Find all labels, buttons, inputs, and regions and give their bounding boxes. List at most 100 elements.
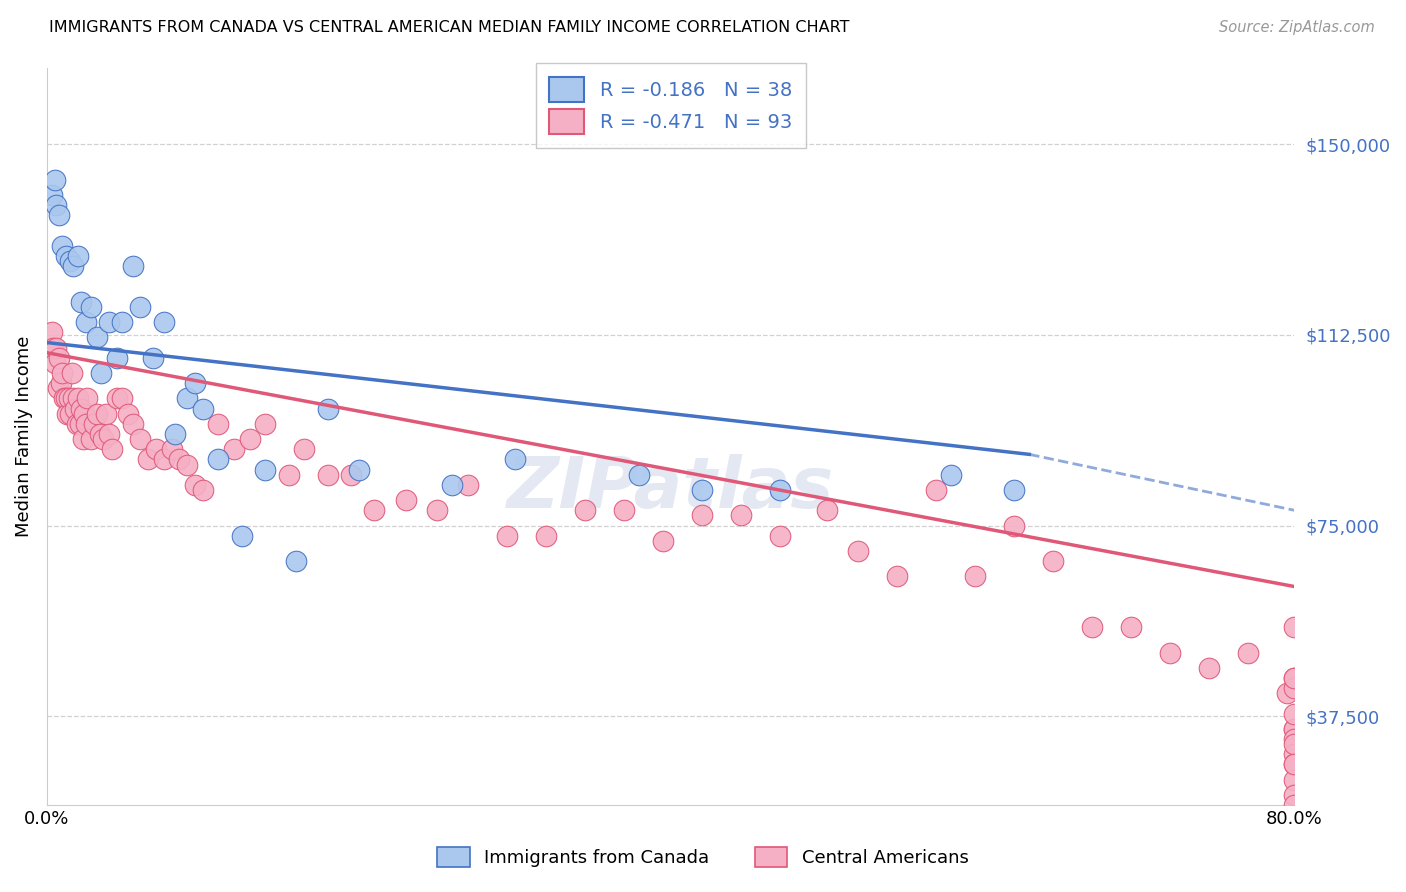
Point [1284, 671, 1306, 685]
Point [42, 341, 65, 355]
Point [111, 315, 134, 329]
Point [94, 407, 117, 421]
Point [347, 462, 370, 476]
Point [75, 417, 97, 431]
Point [1284, 671, 1306, 685]
Point [86, 330, 108, 344]
Point [503, 452, 526, 467]
Y-axis label: Median Family Income: Median Family Income [15, 336, 32, 537]
Point [769, 529, 792, 543]
Point [121, 260, 143, 274]
Point [1284, 747, 1306, 762]
Point [41, 188, 63, 202]
Point [105, 351, 128, 365]
Point [89, 427, 111, 442]
Point [56, 407, 79, 421]
Point [191, 483, 214, 497]
Point [49, 376, 72, 391]
Point [53, 392, 76, 406]
Point [70, 401, 93, 416]
Point [1119, 620, 1142, 634]
Point [191, 401, 214, 416]
Point [153, 315, 176, 329]
Point [58, 392, 80, 406]
Point [613, 503, 636, 517]
Point [184, 376, 207, 391]
Point [1284, 737, 1306, 751]
Point [628, 467, 651, 482]
Point [340, 467, 363, 482]
Point [105, 392, 128, 406]
Point [62, 260, 84, 274]
Point [70, 294, 93, 309]
Point [153, 452, 176, 467]
Point [207, 452, 229, 467]
Point [254, 462, 277, 476]
Point [1284, 772, 1306, 787]
Point [59, 407, 82, 421]
Point [136, 452, 159, 467]
Point [163, 427, 186, 442]
Point [111, 392, 134, 406]
Point [1236, 646, 1258, 660]
Point [46, 381, 69, 395]
Point [176, 392, 198, 406]
Point [169, 452, 191, 467]
Point [45, 198, 67, 212]
Point [1284, 798, 1306, 813]
Point [941, 467, 963, 482]
Point [254, 417, 277, 431]
Point [769, 483, 792, 497]
Point [63, 401, 86, 416]
Point [457, 478, 479, 492]
Point [79, 300, 101, 314]
Point [925, 483, 948, 497]
Point [730, 508, 752, 523]
Point [1284, 706, 1306, 721]
Point [75, 315, 97, 329]
Point [1002, 518, 1025, 533]
Point [1198, 661, 1220, 675]
Point [222, 442, 245, 457]
Point [815, 503, 838, 517]
Point [316, 467, 339, 482]
Point [441, 478, 464, 492]
Point [44, 173, 66, 187]
Text: Source: ZipAtlas.com: Source: ZipAtlas.com [1219, 20, 1375, 35]
Point [44, 356, 66, 370]
Point [91, 432, 114, 446]
Point [83, 417, 105, 431]
Point [41, 326, 63, 340]
Point [574, 503, 596, 517]
Point [963, 569, 986, 583]
Point [98, 427, 121, 442]
Point [48, 209, 70, 223]
Text: ZIPatlas: ZIPatlas [508, 454, 834, 523]
Point [534, 529, 557, 543]
Point [62, 392, 84, 406]
Point [145, 442, 167, 457]
Point [316, 401, 339, 416]
Point [86, 407, 108, 421]
Point [1080, 620, 1102, 634]
Point [1284, 722, 1306, 736]
Point [129, 432, 152, 446]
Point [1159, 646, 1181, 660]
Point [846, 544, 869, 558]
Point [1284, 788, 1306, 802]
Point [67, 249, 90, 263]
Point [142, 351, 165, 365]
Point [231, 529, 253, 543]
Point [1284, 722, 1306, 736]
Point [98, 315, 121, 329]
Point [117, 407, 139, 421]
Legend: R = -0.186   N = 38, R = -0.471   N = 93: R = -0.186 N = 38, R = -0.471 N = 93 [536, 63, 806, 148]
Text: IMMIGRANTS FROM CANADA VS CENTRAL AMERICAN MEDIAN FAMILY INCOME CORRELATION CHAR: IMMIGRANTS FROM CANADA VS CENTRAL AMERIC… [49, 20, 849, 35]
Point [51, 239, 73, 253]
Point [426, 503, 449, 517]
Point [45, 341, 67, 355]
Legend: Immigrants from Canada, Central Americans: Immigrants from Canada, Central American… [430, 839, 976, 874]
Point [101, 442, 124, 457]
Point [176, 458, 198, 472]
Point [65, 417, 87, 431]
